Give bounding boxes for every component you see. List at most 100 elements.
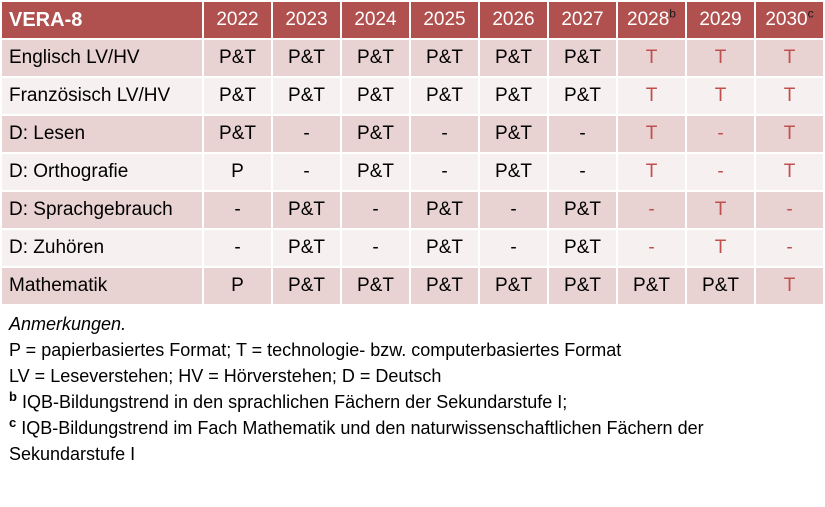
row-label: Französisch LV/HV	[0, 76, 204, 116]
notes-section: Anmerkungen. P = papierbasiertes Format;…	[0, 306, 825, 467]
table-body: Englisch LV/HV P&T P&T P&T P&T P&T P&T T T T Franz…	[0, 38, 825, 306]
format-cell: P&T	[271, 38, 342, 78]
format-cell: T	[616, 152, 687, 192]
format-cell: -	[754, 228, 825, 268]
footnote-marker: c	[807, 6, 814, 21]
format-cell: T	[616, 114, 687, 154]
format-cell: P&T	[271, 266, 342, 306]
format-cell: -	[685, 114, 756, 154]
table-row: D: Lesen P&T - P&T - P&T - T - T	[0, 114, 825, 154]
format-cell: -	[478, 228, 549, 268]
year-header: 2025	[409, 0, 480, 40]
table-title: VERA-8	[0, 0, 204, 40]
note-line: b IQB-Bildungstrend in den sprachlichen …	[9, 389, 568, 412]
format-cell: P&T	[271, 76, 342, 116]
year-header: 2027	[547, 0, 618, 40]
row-label: D: Lesen	[0, 114, 204, 154]
table-row: D: Zuhören - P&T - P&T - P&T - T -	[0, 228, 825, 268]
format-cell: -	[754, 190, 825, 230]
format-cell: T	[754, 152, 825, 192]
format-cell: P&T	[547, 76, 618, 116]
year-header: 2023	[271, 0, 342, 40]
row-label: Englisch LV/HV	[0, 38, 204, 78]
format-cell: P&T	[478, 38, 549, 78]
format-cell: -	[547, 152, 618, 192]
format-cell: P&T	[616, 266, 687, 306]
format-cell: -	[685, 152, 756, 192]
format-cell: P&T	[340, 76, 411, 116]
format-cell: P&T	[340, 152, 411, 192]
note-line: P = papierbasiertes Format; T = technolo…	[9, 340, 622, 360]
footnote-marker: b	[669, 6, 676, 21]
format-cell: -	[547, 114, 618, 154]
format-cell: P&T	[202, 114, 273, 154]
format-cell: P&T	[340, 114, 411, 154]
format-cell: P&T	[202, 76, 273, 116]
format-cell: T	[754, 266, 825, 306]
table-header-row: VERA-8 2022 2023 2024 2025 2026 2027 2028b 2029…	[0, 0, 825, 40]
table-row: Französisch LV/HV P&T P&T P&T P&T P&T P&T T T T	[0, 76, 825, 116]
format-cell: -	[340, 228, 411, 268]
format-cell: P&T	[547, 266, 618, 306]
format-cell: T	[754, 114, 825, 154]
row-label: D: Sprachgebrauch	[0, 190, 204, 230]
table-row: Englisch LV/HV P&T P&T P&T P&T P&T P&T T T T	[0, 38, 825, 78]
format-cell: P&T	[685, 266, 756, 306]
format-cell: -	[616, 190, 687, 230]
format-cell: P&T	[547, 190, 618, 230]
vera-table: VERA-8 2022 2023 2024 2025 2026 2027 2028b 2029…	[0, 0, 825, 306]
format-cell: P&T	[478, 114, 549, 154]
note-line: c IQB-Bildungstrend im Fach Mathematik u…	[9, 415, 704, 464]
format-cell: -	[409, 114, 480, 154]
format-cell: P	[202, 152, 273, 192]
format-cell: T	[754, 76, 825, 116]
format-cell: -	[271, 114, 342, 154]
row-label: Mathematik	[0, 266, 204, 306]
format-cell: P&T	[340, 38, 411, 78]
year-header: 2022	[202, 0, 273, 40]
row-label: D: Zuhören	[0, 228, 204, 268]
format-cell: T	[616, 38, 687, 78]
format-cell: P&T	[409, 76, 480, 116]
row-label: D: Orthografie	[0, 152, 204, 192]
format-cell: P&T	[478, 266, 549, 306]
format-cell: T	[685, 38, 756, 78]
table-head: VERA-8 2022 2023 2024 2025 2026 2027 2028b 2029…	[0, 0, 825, 40]
year-header: 2026	[478, 0, 549, 40]
format-cell: P	[202, 266, 273, 306]
table-row: D: Orthografie P - P&T - P&T - T - T	[0, 152, 825, 192]
format-cell: T	[754, 38, 825, 78]
format-cell: P&T	[409, 228, 480, 268]
format-cell: P&T	[409, 190, 480, 230]
format-cell: P&T	[271, 228, 342, 268]
note-line: LV = Leseverstehen; HV = Hörverstehen; D…	[9, 366, 442, 386]
year-header: 2028b	[616, 0, 687, 40]
format-cell: -	[271, 152, 342, 192]
footnote-marker: b	[9, 389, 17, 404]
footnote-marker: c	[9, 415, 17, 430]
year-header: 2024	[340, 0, 411, 40]
notes-heading: Anmerkungen.	[9, 314, 127, 334]
format-cell: P&T	[547, 38, 618, 78]
format-cell: P&T	[409, 38, 480, 78]
format-cell: P&T	[271, 190, 342, 230]
format-cell: -	[478, 190, 549, 230]
format-cell: P&T	[547, 228, 618, 268]
format-cell: -	[202, 228, 273, 268]
format-cell: -	[616, 228, 687, 268]
format-cell: -	[202, 190, 273, 230]
format-cell: P&T	[409, 266, 480, 306]
format-cell: T	[685, 228, 756, 268]
format-cell: -	[409, 152, 480, 192]
table-row: Mathematik P P&T P&T P&T P&T P&T P&T P&T T	[0, 266, 825, 306]
format-cell: P&T	[340, 266, 411, 306]
format-cell: P&T	[478, 76, 549, 116]
format-cell: T	[685, 76, 756, 116]
year-header: 2029	[685, 0, 756, 40]
format-cell: T	[616, 76, 687, 116]
notes-lines: P = papierbasiertes Format; T = technolo…	[9, 337, 816, 467]
format-cell: P&T	[478, 152, 549, 192]
format-cell: P&T	[202, 38, 273, 78]
year-header: 2030c	[754, 0, 825, 40]
format-cell: T	[685, 190, 756, 230]
